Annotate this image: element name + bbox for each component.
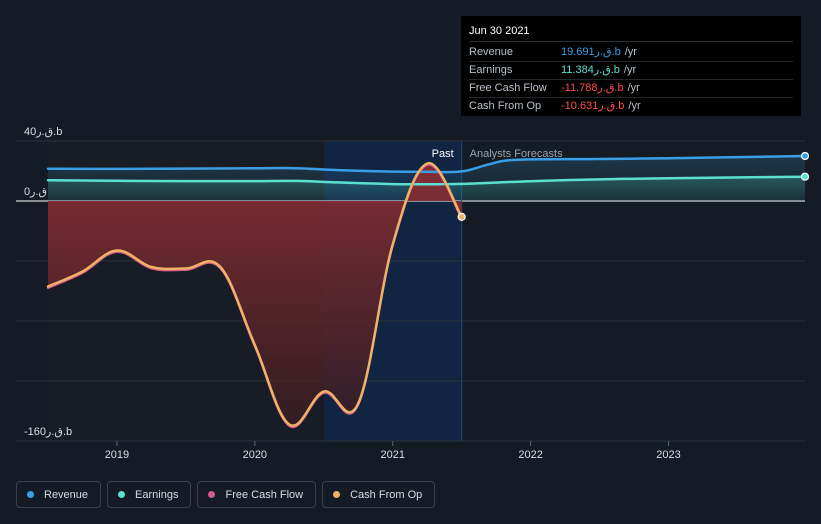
x-tick-label: 2021 [380, 449, 404, 461]
earnings-marker [800, 172, 810, 181]
tooltip-row: Free Cash Flow -11.788ق.ر.b/yr [469, 80, 793, 98]
legend-label: Revenue [44, 488, 89, 501]
tooltip-value: 19.691ق.ر.b [561, 46, 621, 58]
tooltip-unit: /yr [623, 64, 637, 76]
legend: Revenue Earnings Free Cash Flow Cash From O… [16, 481, 436, 508]
forecast-label: Analysts Forecasts [470, 148, 563, 160]
tooltip-unit: /yr [628, 100, 641, 112]
legend-label: Cash From Op [350, 488, 423, 501]
tooltip: Jun 30 2021 Revenue 19.691ق.ر.b/yr Earning… [461, 16, 801, 116]
tooltip-value: -11.788ق.ر.b [561, 82, 624, 94]
legend-dot-icon [27, 491, 34, 498]
y-axis-label: 40ق.ر.b [24, 126, 62, 138]
cash-from-op-marker [457, 212, 466, 221]
legend-item-free-cash-flow[interactable]: Free Cash Flow [197, 481, 317, 508]
legend-item-revenue[interactable]: Revenue [16, 481, 102, 508]
y-axis-label: -160ق.ر.b [24, 426, 72, 438]
legend-label: Free Cash Flow [225, 488, 304, 501]
legend-dot-icon [118, 491, 126, 498]
tooltip-unit: /yr [627, 82, 640, 94]
free-cash-flow-area [48, 164, 462, 428]
tooltip-row: Cash From Op -10.631ق.ر.b/yr [469, 98, 793, 115]
tooltip-label: Revenue [469, 46, 514, 58]
legend-item-cash-from-op[interactable]: Cash From Op [322, 481, 436, 508]
past-label: Past [432, 148, 454, 160]
tooltip-unit: /yr [624, 46, 637, 58]
tooltip-row: Revenue 19.691ق.ر.b/yr [469, 44, 793, 62]
tooltip-value: -10.631ق.ر.b [561, 100, 625, 112]
tooltip-date: Jun 30 2021 [469, 25, 793, 42]
tooltip-label: Earnings [469, 64, 513, 76]
y-axis-label: 0ق.ر [24, 186, 47, 198]
earnings-line [46, 175, 807, 186]
tooltip-label: Free Cash Flow [469, 82, 547, 94]
tooltip-row: Earnings 11.384ق.ر.b/yr [469, 62, 793, 80]
legend-dot-icon [208, 491, 216, 498]
legend-label: Earnings [135, 488, 179, 501]
legend-item-earnings[interactable]: Earnings [107, 481, 192, 508]
x-tick-label: 2020 [243, 449, 267, 461]
tooltip-value: 11.384ق.ر.b [561, 64, 620, 76]
legend-dot-icon [333, 491, 341, 498]
x-tick-label: 2019 [105, 449, 129, 461]
cash-from-op-line [46, 162, 463, 427]
revenue-marker [800, 151, 810, 161]
x-tick-label: 2023 [656, 449, 680, 461]
tooltip-label: Cash From Op [469, 100, 542, 112]
x-tick-label: 2022 [518, 449, 542, 461]
